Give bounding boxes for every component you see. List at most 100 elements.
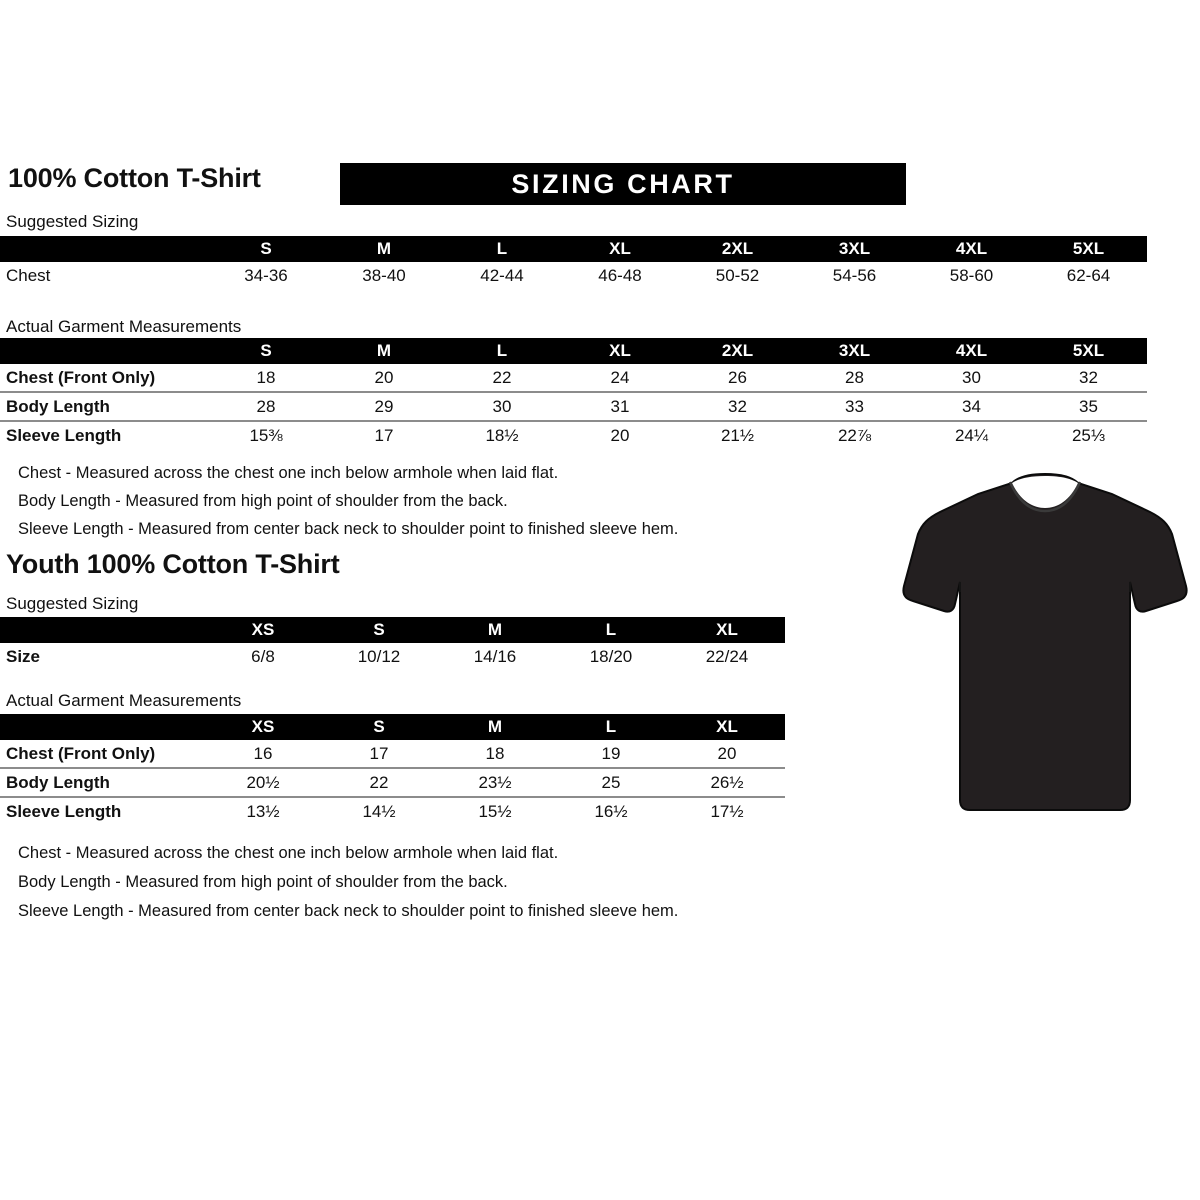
- cell: 42-44: [480, 265, 524, 285]
- column-header: 3XL: [796, 236, 913, 262]
- table-header-row: XS S M L XL: [0, 714, 785, 740]
- row-label: Body Length: [0, 392, 207, 422]
- cell: 26½: [669, 768, 785, 798]
- cell: 30: [913, 364, 1030, 393]
- column-header: L: [443, 338, 561, 364]
- cell: 15⅜: [249, 425, 283, 445]
- column-header: 5XL: [1030, 338, 1147, 364]
- youth-note-sleeve-length: Sleeve Length - Measured from center bac…: [18, 902, 679, 920]
- column-header: XS: [205, 714, 321, 740]
- cell: 31: [561, 392, 679, 422]
- cell: 28: [796, 364, 913, 393]
- cell: 17: [321, 740, 437, 769]
- table-row: Chest 34-36 38-40 42-44 46-48 50-52 54-5…: [0, 262, 1147, 289]
- column-header: L: [553, 714, 669, 740]
- cell: 13½: [246, 801, 280, 821]
- row-label: Sleeve Length: [6, 425, 122, 445]
- sizing-chart-banner-text: SIZING CHART: [511, 168, 735, 199]
- adult-note-chest: Chest - Measured across the chest one in…: [18, 464, 559, 482]
- cell: 14½: [362, 801, 396, 821]
- cell: 21½: [720, 425, 755, 445]
- table-row: Sleeve Length 13½ 14½ 15½ 16½ 17½: [0, 797, 785, 825]
- adult-note-sleeve-length: Sleeve Length - Measured from center bac…: [18, 520, 679, 538]
- cell: 18: [207, 364, 325, 393]
- column-header: M: [325, 236, 443, 262]
- youth-suggested-sizing-label: Suggested Sizing: [6, 594, 139, 613]
- column-header: S: [207, 236, 325, 262]
- row-label: Sleeve Length: [6, 801, 122, 821]
- column-header: XS: [205, 617, 321, 643]
- column-header: 3XL: [796, 338, 913, 364]
- column-header-rowlabel: [0, 338, 207, 364]
- cell: 46-48: [598, 265, 642, 285]
- cell: 32: [1030, 364, 1147, 393]
- table-row: Body Length 20½ 22 23½ 25 26½: [0, 768, 785, 798]
- youth-actual-measurements-table: XS S M L XL Chest (Front Only) 16 17 18 …: [0, 714, 785, 825]
- table-row: Body Length 28 29 30 31 32 33 34 35: [0, 392, 1147, 422]
- column-header: 4XL: [913, 338, 1030, 364]
- row-label: Chest (Front Only): [0, 364, 207, 393]
- table-row: Sleeve Length 15⅜ 17 18½ 20 21½ 22⅞ 24¼ …: [0, 421, 1147, 449]
- cell: 22: [321, 768, 437, 798]
- cell: 50-52: [715, 265, 760, 285]
- youth-note-chest: Chest - Measured across the chest one in…: [18, 844, 559, 862]
- cell: 29: [325, 392, 443, 422]
- table-header-row: XS S M L XL: [0, 617, 785, 643]
- adult-suggested-sizing-label: Suggested Sizing: [6, 212, 139, 231]
- table-row: Chest (Front Only) 18 20 22 24 26 28 30 …: [0, 364, 1147, 393]
- cell: 15½: [478, 801, 512, 821]
- row-label: Chest: [6, 265, 51, 285]
- cell: 20: [610, 425, 630, 445]
- cell: 19: [553, 740, 669, 769]
- column-header: 2XL: [679, 338, 796, 364]
- product-image: [900, 470, 1190, 815]
- row-label: Chest (Front Only): [0, 740, 205, 769]
- column-header: XL: [669, 714, 785, 740]
- column-header: 5XL: [1030, 236, 1147, 262]
- cell: 18/20: [589, 646, 633, 666]
- cell: 18: [437, 740, 553, 769]
- column-header: M: [437, 617, 553, 643]
- column-header: M: [437, 714, 553, 740]
- column-header-rowlabel: [0, 617, 205, 643]
- cell: 34: [913, 392, 1030, 422]
- column-header: XL: [669, 617, 785, 643]
- column-header: 4XL: [913, 236, 1030, 262]
- column-header: 2XL: [679, 236, 796, 262]
- cell: 6/8: [251, 646, 275, 666]
- column-header: XL: [561, 236, 679, 262]
- column-header: S: [207, 338, 325, 364]
- table-row: Chest (Front Only) 16 17 18 19 20: [0, 740, 785, 769]
- cell: 16: [205, 740, 321, 769]
- youth-section-title: Youth 100% Cotton T-Shirt: [6, 549, 340, 579]
- column-header-rowlabel: [0, 714, 205, 740]
- table-row: Size 6/8 10/12 14/16 18/20 22/24: [0, 643, 785, 670]
- cell: 58-60: [949, 265, 994, 285]
- column-header-rowlabel: [0, 236, 207, 262]
- cell: 38-40: [362, 265, 406, 285]
- cell: 22⅞: [837, 425, 872, 445]
- cell: 26: [679, 364, 796, 393]
- cell: 30: [443, 392, 561, 422]
- cell: 34-36: [244, 265, 288, 285]
- cell: 35: [1030, 392, 1147, 422]
- cell: 20: [669, 740, 785, 769]
- cell: 54-56: [832, 265, 877, 285]
- column-header: S: [321, 617, 437, 643]
- cell: 32: [679, 392, 796, 422]
- table-header-row: S M L XL 2XL 3XL 4XL 5XL: [0, 338, 1147, 364]
- cell: 25: [553, 768, 669, 798]
- adult-section-title: 100% Cotton T-Shirt: [8, 163, 261, 193]
- column-header: M: [325, 338, 443, 364]
- cell: 33: [796, 392, 913, 422]
- adult-note-body-length: Body Length - Measured from high point o…: [18, 492, 508, 510]
- cell: 24: [561, 364, 679, 393]
- adult-actual-measurements-label: Actual Garment Measurements: [6, 317, 242, 336]
- column-header: XL: [561, 338, 679, 364]
- youth-note-body-length: Body Length - Measured from high point o…: [18, 873, 508, 891]
- adult-suggested-sizing-table: S M L XL 2XL 3XL 4XL 5XL Chest 34-36 38-…: [0, 236, 1147, 289]
- column-header: S: [321, 714, 437, 740]
- column-header: L: [553, 617, 669, 643]
- adult-actual-measurements-table: S M L XL 2XL 3XL 4XL 5XL Chest (Front On…: [0, 338, 1147, 449]
